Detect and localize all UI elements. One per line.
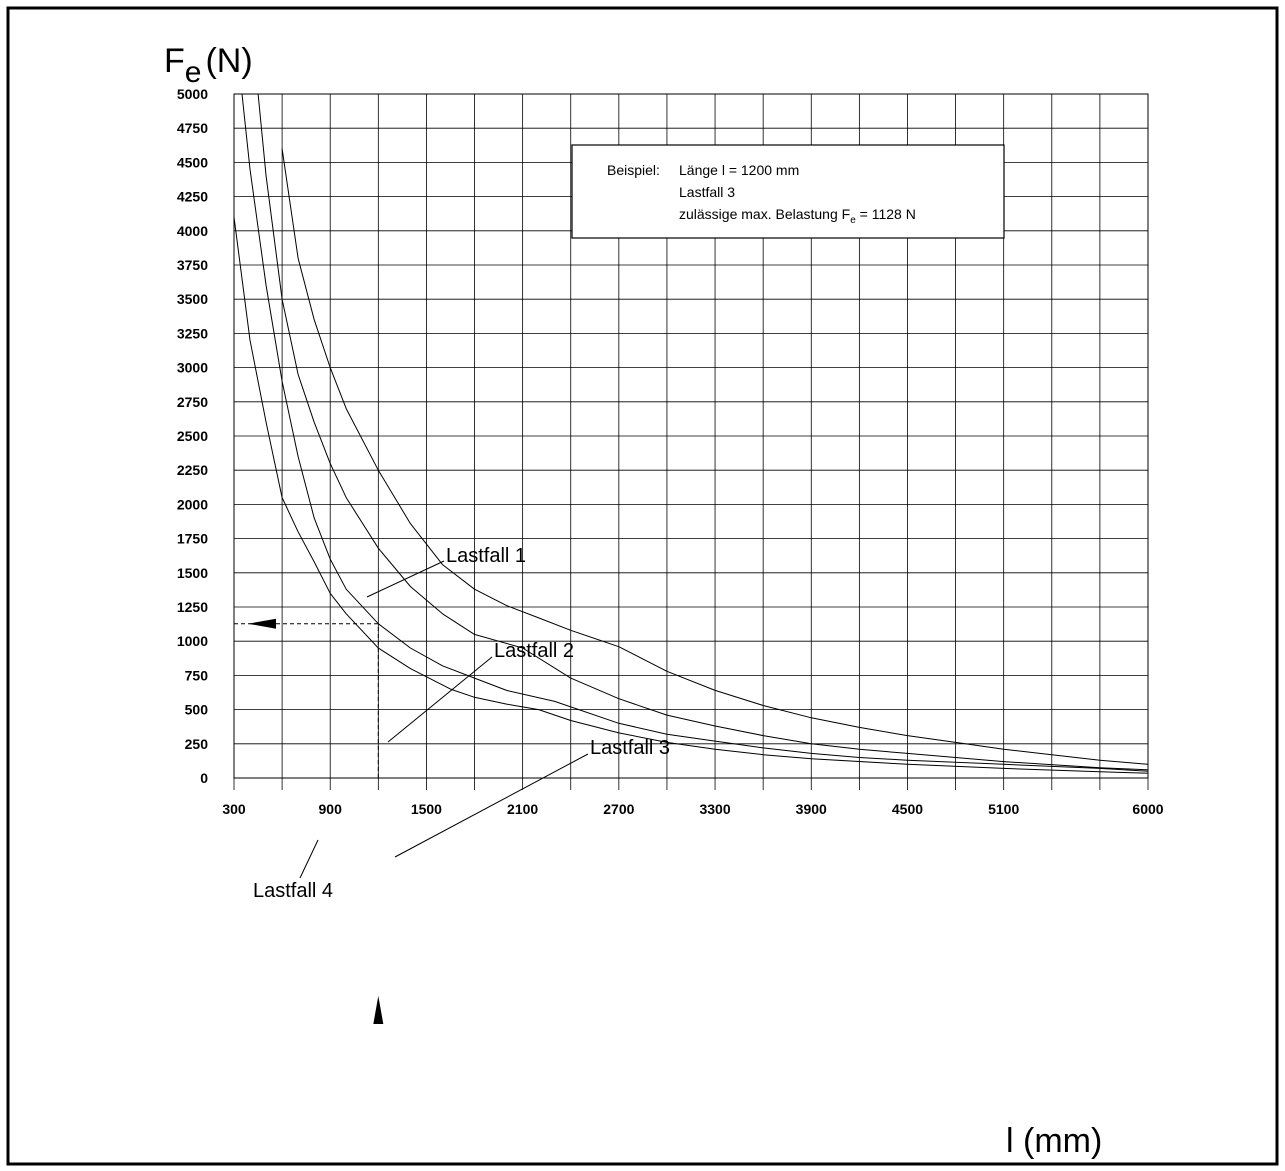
y-tick-label: 1500 bbox=[177, 565, 208, 581]
annotation-line-1: Länge l = 1200 mm bbox=[679, 162, 799, 178]
curve-lastfall-3 bbox=[241, 94, 1148, 772]
y-tick-label: 4500 bbox=[177, 154, 208, 170]
y-tick-label: 2250 bbox=[177, 462, 208, 478]
x-tick-label: 1500 bbox=[411, 801, 442, 817]
leader-lastfall-2 bbox=[387, 656, 493, 743]
curve-lastfall-2 bbox=[257, 94, 1148, 771]
y-axis-title: Fe (N) bbox=[164, 42, 253, 89]
y-tick-label: 1000 bbox=[177, 633, 208, 649]
annotation-line-2: Lastfall 3 bbox=[679, 184, 735, 200]
curve-leaders bbox=[299, 560, 589, 879]
y-tick-label: 3750 bbox=[177, 257, 208, 273]
label-lastfall-4: Lastfall 4 bbox=[253, 880, 333, 902]
y-tick-label: 250 bbox=[185, 736, 209, 752]
y-tick-label: 1750 bbox=[177, 531, 208, 547]
plot-border bbox=[233, 93, 1149, 779]
y-tick-label: 3000 bbox=[177, 360, 208, 376]
y-tick-label: 2000 bbox=[177, 496, 208, 512]
y-tick-label: 2500 bbox=[177, 428, 208, 444]
arrow-up bbox=[373, 996, 384, 1024]
x-axis-title: l (mm) bbox=[1006, 1122, 1102, 1160]
label-lastfall-3: Lastfall 3 bbox=[590, 737, 670, 759]
annotation-box bbox=[571, 144, 1005, 239]
y-tick-labels: 0 250 500 750 1000 1250 1500 1750 2000 2250 2500 27… bbox=[177, 86, 208, 786]
curve-lastfall-4 bbox=[234, 217, 1148, 774]
example-guides bbox=[234, 618, 384, 1024]
arrow-left bbox=[248, 618, 276, 629]
y-tick-label: 4250 bbox=[177, 189, 208, 205]
leader-lastfall-4 bbox=[299, 839, 319, 879]
curve-lastfall-1 bbox=[281, 148, 1148, 765]
y-tick-label: 3250 bbox=[177, 325, 208, 341]
x-tick-label: 4500 bbox=[892, 801, 923, 817]
x-tick-label: 2700 bbox=[603, 801, 634, 817]
x-tick-label: 900 bbox=[319, 801, 343, 817]
y-tick-label: 4750 bbox=[177, 120, 208, 136]
x-tick-label: 2100 bbox=[507, 801, 538, 817]
x-tick-label: 5100 bbox=[988, 801, 1019, 817]
y-tick-label: 4000 bbox=[177, 223, 208, 239]
y-tick-label: 2750 bbox=[177, 394, 208, 410]
y-tick-label: 3500 bbox=[177, 291, 208, 307]
y-tick-label: 500 bbox=[185, 702, 209, 718]
x-tick-label: 3900 bbox=[796, 801, 827, 817]
leader-lastfall-1 bbox=[366, 560, 445, 598]
leader-lastfall-3 bbox=[394, 753, 589, 858]
x-tick-label: 6000 bbox=[1132, 801, 1163, 817]
annotation-line-3: zulässige max. Belastung Fe = 1128 N bbox=[679, 206, 916, 226]
curves bbox=[234, 94, 1148, 774]
y-tick-label: 1250 bbox=[177, 599, 208, 615]
x-tick-labels: 300 900 1500 2100 2700 3300 3900 4500 5100 6000 bbox=[222, 801, 1163, 817]
x-tick-label: 3300 bbox=[699, 801, 730, 817]
y-tick-label: 750 bbox=[185, 667, 209, 683]
y-tick-label: 5000 bbox=[177, 86, 208, 102]
x-tick-label: 300 bbox=[222, 801, 246, 817]
annotation-prefix: Beispiel: bbox=[607, 162, 660, 178]
label-lastfall-1: Lastfall 1 bbox=[446, 545, 526, 567]
y-tick-label: 0 bbox=[200, 770, 208, 786]
label-lastfall-2: Lastfall 2 bbox=[494, 640, 574, 662]
